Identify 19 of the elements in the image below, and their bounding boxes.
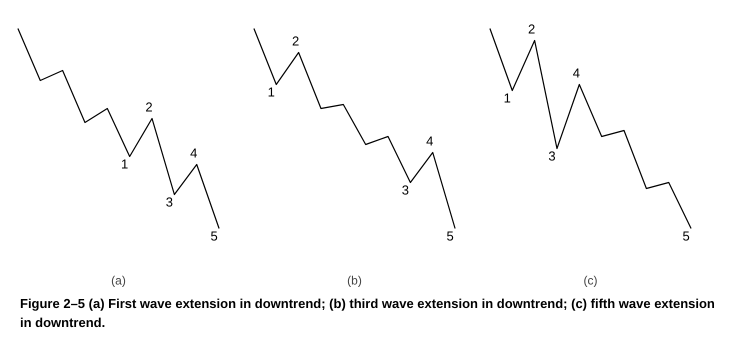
annotation: 1 xyxy=(268,84,275,100)
annotation: 4 xyxy=(190,146,198,160)
annotation: 5 xyxy=(682,228,690,244)
annotation: 4 xyxy=(572,66,580,80)
annotation: 1 xyxy=(504,90,511,106)
annotation: 3 xyxy=(402,182,409,198)
annotation: 3 xyxy=(548,148,556,164)
annotation: 3 xyxy=(166,194,173,210)
annotation: 1 xyxy=(121,156,128,172)
x-axis-title: (c) xyxy=(584,274,598,288)
annotation: 2 xyxy=(528,22,536,36)
annotation: 5 xyxy=(210,228,218,244)
x-axis-title: (b) xyxy=(347,274,362,288)
caption: Figure 2–5 (a) First wave extension in downtrend; (b) third wave extension in downtrend; (c) fifth wave extension in downtrend. xyxy=(20,295,716,332)
annotation: 2 xyxy=(145,100,153,114)
annotation: 2 xyxy=(292,34,300,48)
x-axis-title: (a) xyxy=(111,274,126,288)
annotation: 4 xyxy=(426,134,434,148)
annotation: 5 xyxy=(446,228,454,244)
